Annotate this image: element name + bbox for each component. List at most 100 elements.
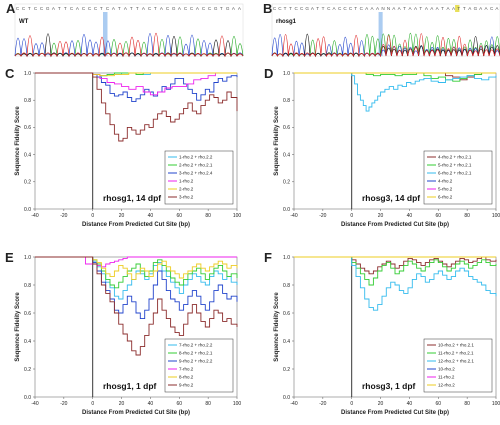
base-letter: C xyxy=(273,6,277,11)
y-axis-label: Sequence Fidelity Score xyxy=(274,292,280,362)
base-letter: C xyxy=(40,6,44,11)
x-tick-label: 0 xyxy=(91,213,94,219)
legend-entry: 12-rho.2 + rho.2.1 xyxy=(438,359,474,364)
base-letter: A xyxy=(430,6,434,11)
x-tick-label: -20 xyxy=(60,213,67,219)
sample-label: WT xyxy=(19,19,29,25)
legend-entry: 2-rho.2 + rho.2.1 xyxy=(179,163,213,168)
legend-entry: 3-rho.2 + rho.2.4 xyxy=(179,171,213,176)
x-tick-label: -40 xyxy=(31,401,38,407)
y-tick-label: 0.8 xyxy=(24,98,31,104)
chart-title: rhosg3, 14 dpf xyxy=(362,193,420,203)
base-letter: C xyxy=(184,6,188,11)
base-letter: A xyxy=(409,6,413,11)
y-tick-label: 0.0 xyxy=(24,207,31,213)
legend-entry: 10-rho.2 xyxy=(438,367,455,372)
base-letter: C xyxy=(70,6,74,11)
panel-letter: C xyxy=(5,66,15,81)
base-letter: T xyxy=(441,6,444,11)
base-letter: A xyxy=(178,6,182,11)
legend-entry: 11-rho.2 xyxy=(438,375,455,380)
legend-entry: 2-rho.2 xyxy=(179,187,194,192)
legend-entry: 7-rho.2 xyxy=(179,367,194,372)
x-tick-label: 0 xyxy=(91,401,94,407)
chart-panel-d: D 0.0 0.2 0.4 0.6 0.8 1.0 -40 -20 0 20 40 60 80 100 Dis… xyxy=(264,66,500,228)
x-axis-label: Distance From Predicted Cut Site (bp) xyxy=(341,410,449,416)
x-tick-label: 100 xyxy=(492,401,500,407)
series-line-6 xyxy=(35,256,238,356)
base-letter: A xyxy=(425,6,429,11)
legend-entry: 5-rho.2 + rho.2.1 xyxy=(438,163,472,168)
base-letter: A xyxy=(76,6,80,11)
y-tick-label: 0.2 xyxy=(283,180,290,186)
base-letter: G xyxy=(214,6,218,11)
legend-entry: 7-rho.2 + rho.2.2 xyxy=(179,343,213,348)
cut-site-highlight xyxy=(378,12,383,56)
y-tick-label: 0.0 xyxy=(24,395,31,401)
base-letter: A xyxy=(392,6,396,11)
x-axis-label: Distance From Predicted Cut Site (bp) xyxy=(341,222,449,228)
base-letter: G xyxy=(46,6,50,11)
base-letter: T xyxy=(354,6,357,11)
base-letter: T xyxy=(457,6,460,11)
base-letter: A xyxy=(447,6,451,11)
base-letter: C xyxy=(202,6,206,11)
x-tick-label: -40 xyxy=(290,213,297,219)
base-letter: A xyxy=(232,6,236,11)
panel-letter: B xyxy=(263,1,272,16)
x-tick-label: 40 xyxy=(407,401,413,407)
x-tick-label: 80 xyxy=(464,401,470,407)
y-tick-label: 0.6 xyxy=(283,311,290,317)
base-letter: C xyxy=(22,6,26,11)
base-letter: N xyxy=(381,6,384,11)
y-tick-label: 0.4 xyxy=(283,339,290,345)
x-tick-label: 0 xyxy=(350,401,353,407)
panel-letter: F xyxy=(264,250,272,265)
y-tick-label: 0.6 xyxy=(24,311,31,317)
base-letter: C xyxy=(295,6,299,11)
base-letter: A xyxy=(468,6,472,11)
legend-entry: 9-rho.2 xyxy=(179,383,194,388)
base-letter: C xyxy=(190,6,194,11)
x-axis-label: Distance From Predicted Cut Site (bp) xyxy=(82,222,190,228)
base-letter: T xyxy=(136,6,139,11)
x-tick-label: -40 xyxy=(31,213,38,219)
y-tick-label: 1.0 xyxy=(24,71,31,77)
base-letter: T xyxy=(419,6,422,11)
y-tick-label: 1.0 xyxy=(24,255,31,261)
legend-entry: 6-rho.2 xyxy=(438,195,453,200)
base-letter: C xyxy=(300,6,304,11)
base-letter: T xyxy=(154,6,157,11)
base-letter: A xyxy=(124,6,128,11)
legend-entry: 4-rho.2 xyxy=(438,179,453,184)
series-line-1 xyxy=(294,256,497,275)
series-line-5 xyxy=(35,256,238,280)
base-letter: G xyxy=(305,6,309,11)
x-tick-label: 60 xyxy=(177,213,183,219)
base-letter: T xyxy=(100,6,103,11)
x-tick-label: -20 xyxy=(60,401,67,407)
x-tick-label: 80 xyxy=(205,401,211,407)
legend-box xyxy=(423,150,493,205)
y-tick-label: 0.0 xyxy=(283,395,290,401)
legend-entry: 4-rho.2 + rho.2.1 xyxy=(438,155,472,160)
y-tick-label: 0.4 xyxy=(24,339,31,345)
sample-label: rhosg1 xyxy=(276,19,297,25)
x-tick-label: -20 xyxy=(319,401,326,407)
base-letter: A xyxy=(142,6,146,11)
series-line-3 xyxy=(35,256,238,320)
base-letter: G xyxy=(474,6,478,11)
x-tick-label: 20 xyxy=(119,213,125,219)
legend-entry: 12-rho.2 xyxy=(438,383,455,388)
base-letter: T xyxy=(220,6,223,11)
chart-panel-f: F 0.0 0.2 0.4 0.6 0.8 1.0 -40 -20 0 20 40 60 80 100 Dis… xyxy=(264,250,500,416)
x-tick-label: 60 xyxy=(436,213,442,219)
y-tick-label: 0.2 xyxy=(283,367,290,373)
chromatogram-frame xyxy=(271,3,500,57)
base-letter: T xyxy=(289,6,292,11)
base-letter: A xyxy=(160,6,164,11)
base-letter: A xyxy=(414,6,418,11)
base-letter: C xyxy=(166,6,170,11)
chromatogram-frame xyxy=(14,3,244,57)
